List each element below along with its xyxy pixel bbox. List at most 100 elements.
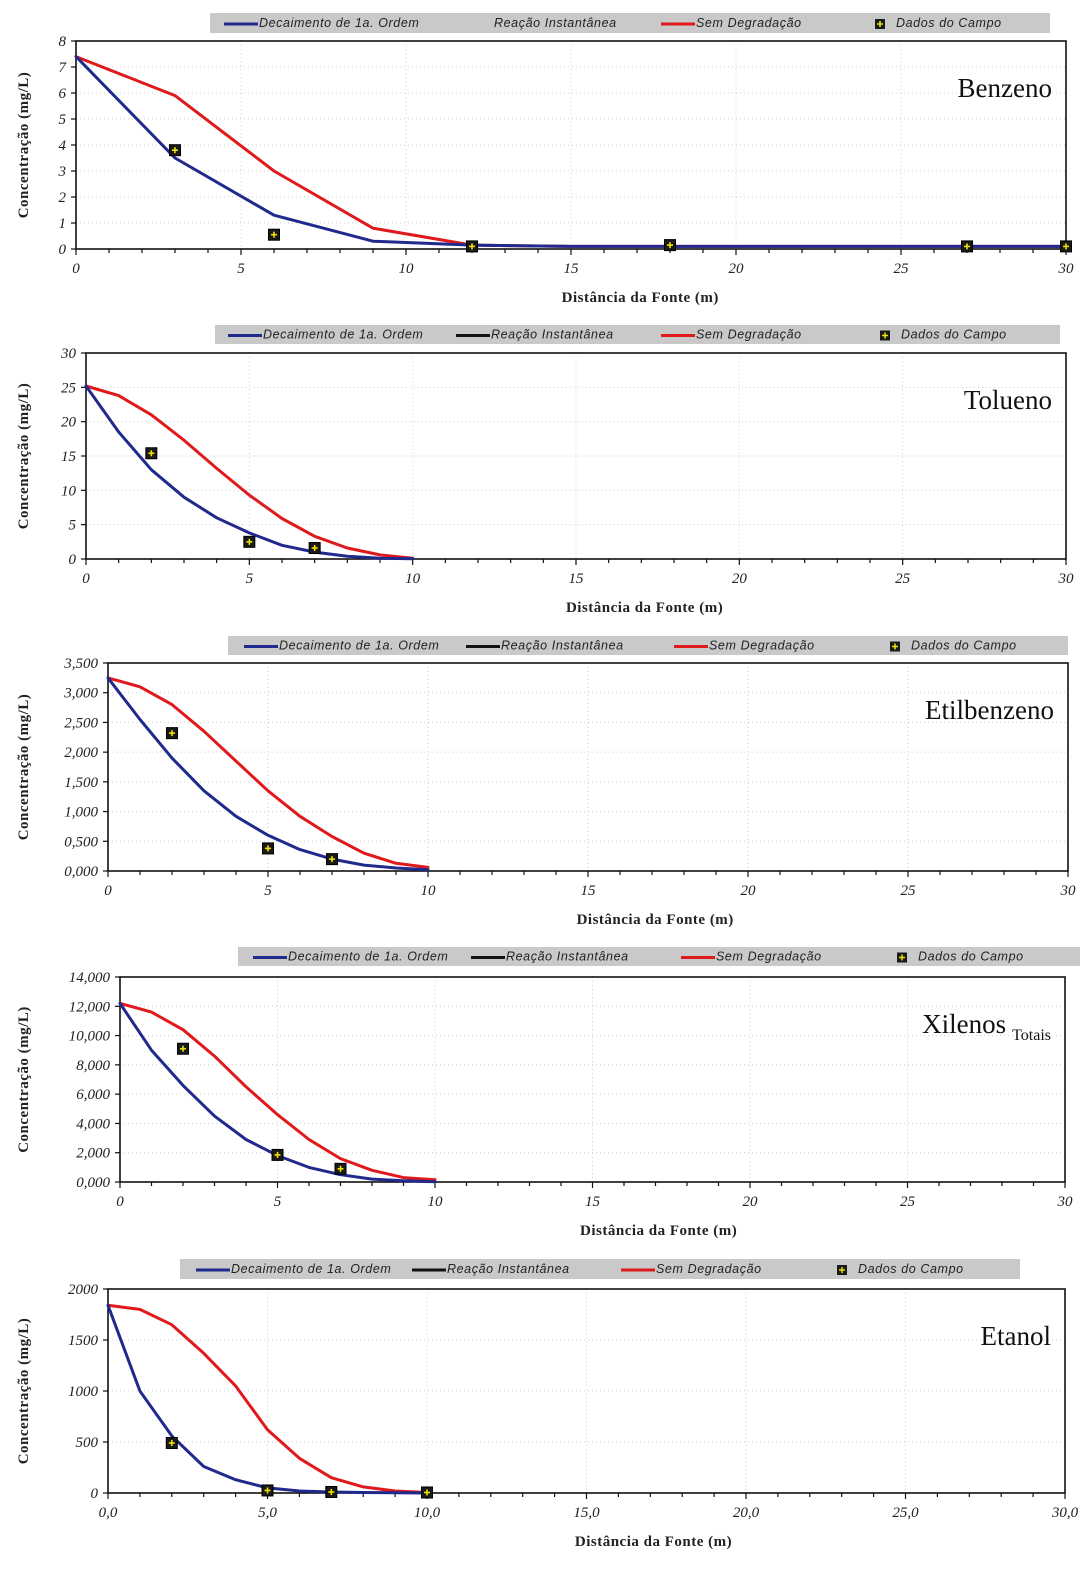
- field-data-point: [166, 727, 178, 740]
- field-data-point: [261, 1484, 274, 1497]
- y-tick-label: 8,000: [76, 1058, 110, 1074]
- legend-label-field: Dados do Campo: [896, 16, 1002, 30]
- x-tick-label: 0,0: [99, 1505, 118, 1521]
- y-tick-label: 4,000: [76, 1116, 110, 1132]
- x-tick-label: 25,0: [892, 1505, 919, 1521]
- legend-label-no-degradation: Sem Degradação: [716, 950, 822, 964]
- y-tick-label: 12,000: [69, 999, 111, 1015]
- x-tick-label: 20: [732, 571, 748, 587]
- legend-label-instantaneous: Reação Instantânea: [447, 1262, 570, 1276]
- y-tick-label: 2: [59, 190, 67, 206]
- x-tick-label: 15,0: [573, 1505, 600, 1521]
- field-data-point: [262, 842, 274, 855]
- x-tick-label: 5,0: [258, 1505, 277, 1521]
- chart-title: Etilbenzeno: [925, 695, 1054, 725]
- field-data-point: [421, 1486, 433, 1499]
- field-data-point: [145, 447, 158, 460]
- x-tick-label: 20: [741, 883, 757, 899]
- series-line-first-order: [84, 384, 415, 561]
- field-data-point: [268, 228, 280, 241]
- series-line-no-degradation: [106, 1303, 429, 1494]
- chart-title-main: Tolueno: [964, 385, 1052, 415]
- x-tick-label: 10: [405, 571, 421, 587]
- x-tick-label: 25: [901, 883, 917, 899]
- y-tick-label: 10,000: [69, 1029, 111, 1045]
- y-tick-label: 0,000: [76, 1175, 110, 1191]
- y-tick-label: 6,000: [76, 1087, 110, 1103]
- y-tick-label: 5: [59, 112, 67, 128]
- x-tick-label: 30,0: [1051, 1505, 1079, 1521]
- x-tick-label: 10,0: [414, 1505, 441, 1521]
- series-line-first-order: [74, 55, 1068, 248]
- y-tick-label: 1500: [68, 1333, 99, 1349]
- series-line-no-degradation: [118, 1001, 437, 1182]
- chart-title-main: Xilenos: [922, 1009, 1006, 1039]
- legend-label-field: Dados do Campo: [858, 1262, 964, 1276]
- legend-label-first-order: Decaimento de 1a. Ordem: [231, 1262, 391, 1276]
- y-tick-label: 14,000: [69, 970, 111, 986]
- chart-title-main: Etanol: [981, 1321, 1051, 1351]
- field-data-point: [165, 1437, 178, 1450]
- chart-title-sub: Totais: [1012, 1027, 1051, 1044]
- y-tick-label: 500: [76, 1435, 99, 1451]
- chart-title: Xilenos Totais: [922, 1009, 1051, 1044]
- y-tick-label: 0: [59, 242, 67, 258]
- field-data-point: [664, 239, 676, 252]
- legend-label-instantaneous: Reação Instantânea: [501, 639, 624, 653]
- legend-box: [180, 1259, 1020, 1279]
- chart-title: Etanol: [981, 1321, 1051, 1351]
- legend-label-first-order: Decaimento de 1a. Ordem: [279, 639, 439, 653]
- plot-area: [120, 977, 1065, 1182]
- chart-title: Tolueno: [964, 385, 1052, 415]
- y-tick-label: 0,500: [64, 834, 98, 850]
- y-tick-label: 0: [91, 1486, 99, 1502]
- legend-label-no-degradation: Sem Degradação: [696, 16, 802, 30]
- field-data-point: [326, 853, 338, 866]
- y-tick-label: 1000: [68, 1384, 99, 1400]
- field-data-point: [1060, 240, 1072, 253]
- x-tick-label: 15: [581, 883, 597, 899]
- legend-label-first-order: Decaimento de 1a. Ordem: [263, 328, 423, 342]
- x-axis-title: Distância da Fonte (m): [580, 1223, 737, 1239]
- field-data-point: [334, 1162, 347, 1175]
- field-data-point: [177, 1042, 189, 1055]
- field-data-point: [169, 144, 181, 157]
- y-tick-label: 30: [60, 346, 77, 362]
- chart-title-main: Benzeno: [958, 73, 1052, 103]
- x-tick-label: 15: [564, 261, 580, 277]
- legend-box: [210, 13, 1050, 33]
- legend-label-first-order: Decaimento de 1a. Ordem: [288, 950, 448, 964]
- x-tick-label: 10: [421, 883, 437, 899]
- y-tick-label: 5: [69, 518, 77, 534]
- y-tick-label: 7: [59, 60, 68, 76]
- y-tick-label: 3: [58, 164, 67, 180]
- y-axis-title: Concentração (mg/L): [16, 383, 32, 530]
- x-axis-title: Distância da Fonte (m): [577, 912, 734, 928]
- y-tick-label: 3,500: [63, 656, 98, 672]
- legend-label-field: Dados do Campo: [918, 950, 1024, 964]
- x-tick-label: 20,0: [733, 1505, 760, 1521]
- x-tick-label: 30: [1060, 883, 1077, 899]
- x-tick-label: 15: [569, 571, 585, 587]
- field-data-point: [325, 1485, 338, 1498]
- y-tick-label: 25: [61, 380, 77, 396]
- y-tick-label: 3,000: [63, 686, 98, 702]
- legend-label-no-degradation: Sem Degradação: [696, 328, 802, 342]
- legend-label-no-degradation: Sem Degradação: [656, 1262, 762, 1276]
- y-tick-label: 4: [59, 138, 67, 154]
- field-data-point: [961, 240, 973, 253]
- series-line-no-degradation: [106, 676, 430, 869]
- y-axis-title: Concentração (mg/L): [16, 72, 32, 219]
- legend-label-instantaneous: Reação Instantânea: [491, 328, 614, 342]
- y-tick-label: 1,000: [64, 805, 98, 821]
- y-tick-label: 2,000: [76, 1146, 110, 1162]
- x-tick-label: 20: [743, 1194, 759, 1210]
- x-tick-label: 0: [104, 883, 112, 899]
- y-tick-label: 2,500: [64, 715, 98, 731]
- y-tick-label: 15: [61, 449, 77, 465]
- series-line-no-degradation: [84, 384, 415, 560]
- y-tick-label: 10: [61, 483, 77, 499]
- x-tick-label: 10: [428, 1194, 444, 1210]
- y-tick-label: 1,500: [64, 775, 98, 791]
